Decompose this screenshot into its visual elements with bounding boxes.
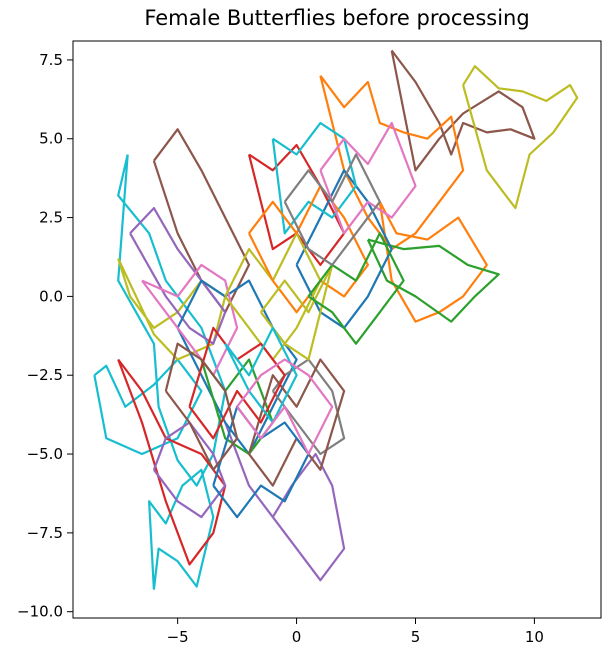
y-tick-label: 2.5 xyxy=(39,209,63,227)
series-line-2 xyxy=(93,358,203,456)
axis-ticks: −5 0 5 10 7.5 5.0 2.5 0.0 −2.5 −5.0 −7.5 −10.0 xyxy=(17,51,544,646)
series-line-29 xyxy=(307,232,405,345)
series-line-19 xyxy=(271,121,358,235)
series-line-21 xyxy=(247,358,346,487)
series-line-3 xyxy=(152,128,251,314)
x-tick-label: −5 xyxy=(167,628,189,646)
y-tick-label: 5.0 xyxy=(39,130,63,148)
x-tick-label: 10 xyxy=(525,628,544,646)
series-line-11 xyxy=(129,207,227,345)
plot-frame xyxy=(72,40,602,619)
series-line-15 xyxy=(295,169,393,329)
series-lines xyxy=(93,49,579,590)
y-tick-label: 0.0 xyxy=(39,287,63,305)
series-line-16 xyxy=(141,263,239,377)
series-line-5 xyxy=(462,65,579,210)
chart-title: Female Butterflies before processing xyxy=(144,6,530,30)
x-tick-label: 5 xyxy=(411,628,421,646)
y-tick-label: −7.5 xyxy=(27,524,63,542)
x-tick-label: 0 xyxy=(292,628,302,646)
series-line-9 xyxy=(366,238,500,323)
series-line-4 xyxy=(390,49,536,172)
series-line-22 xyxy=(248,184,369,314)
series-line-32 xyxy=(236,358,334,456)
series-line-23 xyxy=(152,421,227,519)
y-tick-label: 7.5 xyxy=(39,51,63,69)
series-line-28 xyxy=(164,342,239,471)
y-tick-label: −5.0 xyxy=(27,445,63,463)
series-line-24 xyxy=(319,121,417,235)
series-line-10 xyxy=(224,422,346,582)
series-line-14 xyxy=(176,279,298,456)
series-line-12 xyxy=(117,358,227,566)
series-line-8 xyxy=(378,201,488,323)
series-line-17 xyxy=(271,358,346,456)
series-line-13 xyxy=(247,143,346,266)
series-line-7 xyxy=(319,75,465,251)
series-line-1 xyxy=(148,468,215,590)
y-tick-label: −2.5 xyxy=(27,366,63,384)
series-line-25 xyxy=(188,326,286,440)
y-tick-label: −10.0 xyxy=(17,603,63,621)
series-line-30 xyxy=(283,153,381,266)
